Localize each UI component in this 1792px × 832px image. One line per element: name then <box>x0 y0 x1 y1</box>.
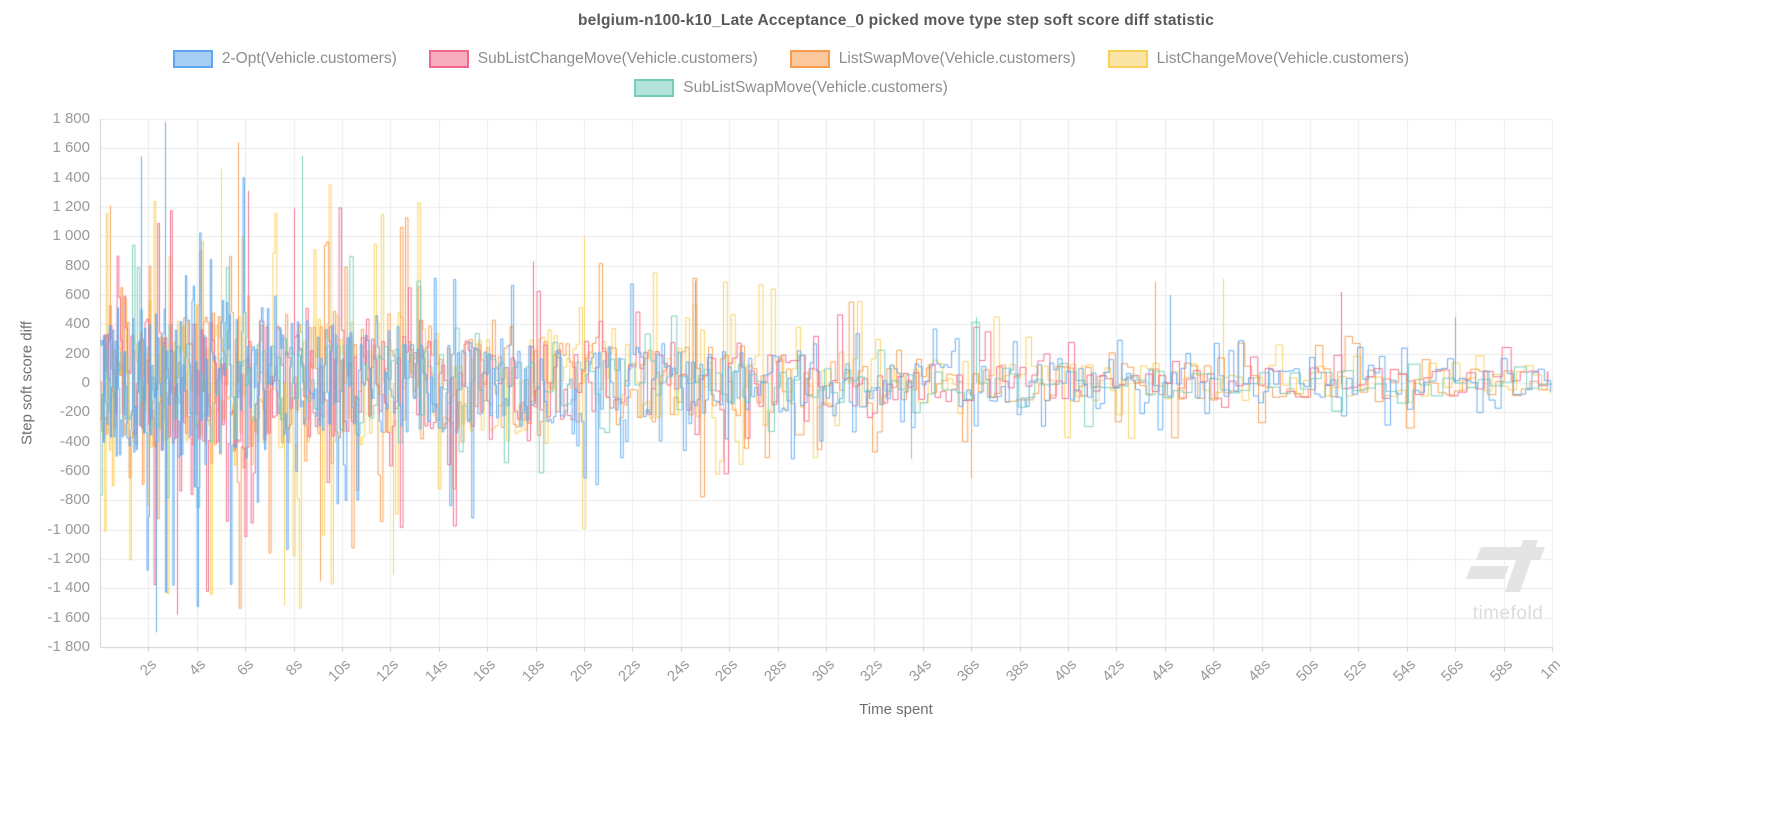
legend: 2-Opt(Vehicle.customers) SubListChangeMov… <box>0 50 1582 97</box>
legend-swatch-icon <box>1107 50 1148 68</box>
y-tick-label: 1 800 <box>52 110 90 127</box>
y-tick-label: -1 400 <box>47 579 90 597</box>
legend-item-label: ListChangeMove(Vehicle.customers) <box>1156 50 1410 67</box>
timefold-logo-icon <box>1466 540 1545 592</box>
y-tick-label: 800 <box>64 256 90 274</box>
legend-item[interactable]: ListChangeMove(Vehicle.customers) <box>1107 50 1410 68</box>
legend-swatch-icon <box>634 79 675 97</box>
y-tick-label: -400 <box>59 432 90 450</box>
legend-row: 2-Opt(Vehicle.customers) SubListChangeMov… <box>172 50 1410 68</box>
legend-item[interactable]: SubListSwapMove(Vehicle.customers) <box>634 79 948 97</box>
y-tick-label: -800 <box>59 491 90 509</box>
y-tick-label: 1 600 <box>52 139 90 157</box>
legend-swatch-icon <box>789 50 830 68</box>
legend-item-label: 2-Opt(Vehicle.customers) <box>221 50 397 67</box>
y-tick-label: -200 <box>59 403 90 421</box>
y-tick-label: -600 <box>59 462 90 479</box>
y-tick-label: 1 400 <box>52 168 90 186</box>
legend-item[interactable]: SubListChangeMove(Vehicle.customers) <box>428 50 758 68</box>
y-tick-label: 200 <box>64 344 90 362</box>
legend-item[interactable]: ListSwapMove(Vehicle.customers) <box>789 50 1076 68</box>
watermark-label: timefold <box>1472 603 1544 624</box>
y-tick-label: 0 <box>81 374 90 391</box>
y-tick-label: -1 600 <box>47 608 90 626</box>
legend-row: SubListSwapMove(Vehicle.customers) <box>634 79 948 97</box>
legend-swatch-icon <box>172 50 213 68</box>
x-axis-title: Time spent <box>859 701 933 718</box>
y-tick-label: 600 <box>64 286 90 303</box>
y-tick-label: 400 <box>64 315 90 333</box>
timefold-watermark: timefold <box>1448 540 1568 625</box>
legend-swatch-icon <box>428 50 469 68</box>
legend-item-label: SubListSwapMove(Vehicle.customers) <box>683 79 948 96</box>
y-tick-label: -1 800 <box>47 638 90 655</box>
y-tick-label: -1 200 <box>47 550 90 567</box>
y-tick-label: 1 000 <box>52 227 90 245</box>
y-tick-label: 1 200 <box>52 198 90 215</box>
y-axis-title: Step soft score diff <box>18 321 36 445</box>
y-tick-label: -1 000 <box>47 520 90 538</box>
chart-title: belgium-n100-k10_Late Acceptance_0 picke… <box>577 12 1215 29</box>
legend-item-label: ListSwapMove(Vehicle.customers) <box>838 50 1076 67</box>
legend-item[interactable]: 2-Opt(Vehicle.customers) <box>172 50 397 68</box>
legend-item-label: SubListChangeMove(Vehicle.customers) <box>477 50 758 67</box>
